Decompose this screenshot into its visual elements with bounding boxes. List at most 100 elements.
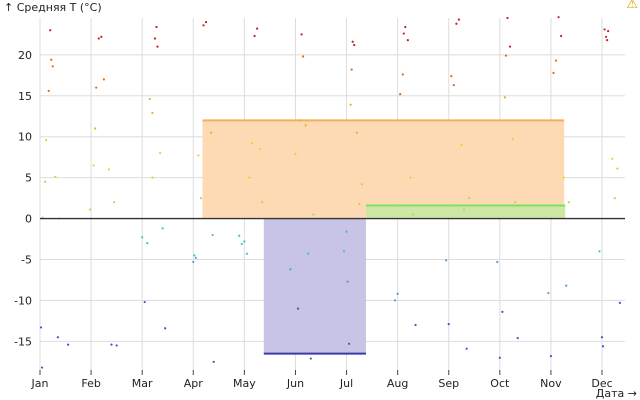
data-point [156, 45, 159, 48]
data-point [194, 256, 197, 259]
x-tick-label: Nov [540, 377, 562, 390]
data-point [193, 254, 196, 257]
y-tick-label: -15 [14, 335, 32, 348]
data-point [455, 22, 458, 25]
data-point [94, 127, 97, 130]
data-point [450, 75, 453, 78]
temperature-bands [202, 119, 566, 355]
data-point [606, 39, 609, 42]
data-point [604, 35, 608, 38]
data-point [54, 175, 57, 178]
x-tick-label: Jan [31, 377, 49, 390]
y-tick-label: 10 [18, 131, 32, 144]
data-point [192, 260, 195, 264]
data-point [557, 16, 560, 19]
data-point [504, 54, 508, 57]
data-point [554, 59, 558, 62]
data-point [155, 25, 158, 29]
data-point [549, 354, 553, 358]
x-tick-label: Mar [132, 377, 153, 390]
data-point [95, 86, 98, 89]
data-point [302, 55, 305, 58]
data-point [211, 233, 214, 237]
data-point [309, 357, 312, 360]
y-tick-label: 15 [18, 90, 32, 103]
data-point [452, 84, 455, 87]
data-point [238, 234, 241, 237]
data-point [115, 344, 118, 347]
data-point [289, 268, 292, 271]
data-point [261, 201, 264, 204]
data-point [151, 111, 154, 115]
data-point [100, 35, 103, 38]
data-point [411, 213, 415, 216]
data-point [516, 336, 519, 340]
y-tick-label: 5 [25, 172, 32, 185]
data-point [350, 68, 353, 71]
data-point [616, 167, 619, 170]
data-point [351, 40, 354, 43]
y-tick-label: -10 [14, 294, 32, 307]
data-point [45, 138, 48, 142]
data-point [56, 336, 59, 339]
data-point [360, 183, 363, 186]
data-point [348, 342, 351, 345]
data-point [460, 143, 463, 146]
y-tick-label: -5 [21, 253, 32, 266]
data-point [199, 196, 203, 200]
data-point [296, 307, 300, 310]
data-point [161, 227, 164, 230]
data-point [465, 347, 468, 350]
data-point [107, 168, 111, 171]
data-point [506, 16, 509, 20]
warning-icon[interactable]: ⚠ [626, 0, 638, 12]
data-point [514, 201, 517, 204]
data-point [97, 37, 100, 40]
data-point [143, 300, 146, 304]
band-area [263, 218, 366, 354]
data-point [402, 32, 405, 35]
data-point [148, 97, 151, 101]
data-point [401, 73, 404, 76]
data-point [567, 201, 570, 204]
data-point [560, 34, 563, 38]
data-point [349, 103, 352, 106]
data-point [611, 157, 614, 160]
data-point [40, 366, 44, 369]
data-point [141, 236, 144, 239]
data-point [607, 29, 610, 33]
data-point [404, 25, 407, 29]
x-tick-label: Apr [184, 377, 204, 390]
data-point [511, 138, 514, 141]
data-point [202, 24, 205, 27]
data-point [345, 230, 348, 233]
data-point [600, 336, 604, 339]
data-point [501, 310, 504, 313]
data-point [304, 124, 307, 127]
data-points [39, 16, 621, 369]
data-point [294, 152, 297, 155]
data-point [601, 345, 605, 348]
data-point [346, 280, 349, 283]
data-point [409, 176, 412, 179]
data-point [210, 131, 213, 134]
data-point [503, 96, 507, 99]
data-point [146, 242, 149, 245]
axes: -15 -10 -5 0 5 10 15 20 Jan Feb Mar Apr May Jun Jul Aug… [14, 49, 625, 390]
data-point [562, 176, 565, 179]
data-point [598, 250, 601, 253]
data-point [47, 89, 50, 92]
data-point [300, 33, 303, 36]
data-point [565, 284, 568, 287]
data-point [603, 28, 606, 31]
band-area [202, 120, 565, 219]
data-point [393, 299, 397, 302]
data-point [151, 176, 154, 179]
x-tick-label: Jul [339, 377, 353, 390]
x-tick-label: May [233, 377, 256, 390]
data-point [44, 180, 47, 183]
data-point [39, 326, 43, 329]
data-point [256, 27, 259, 30]
data-point [358, 202, 361, 205]
data-point [355, 131, 358, 134]
